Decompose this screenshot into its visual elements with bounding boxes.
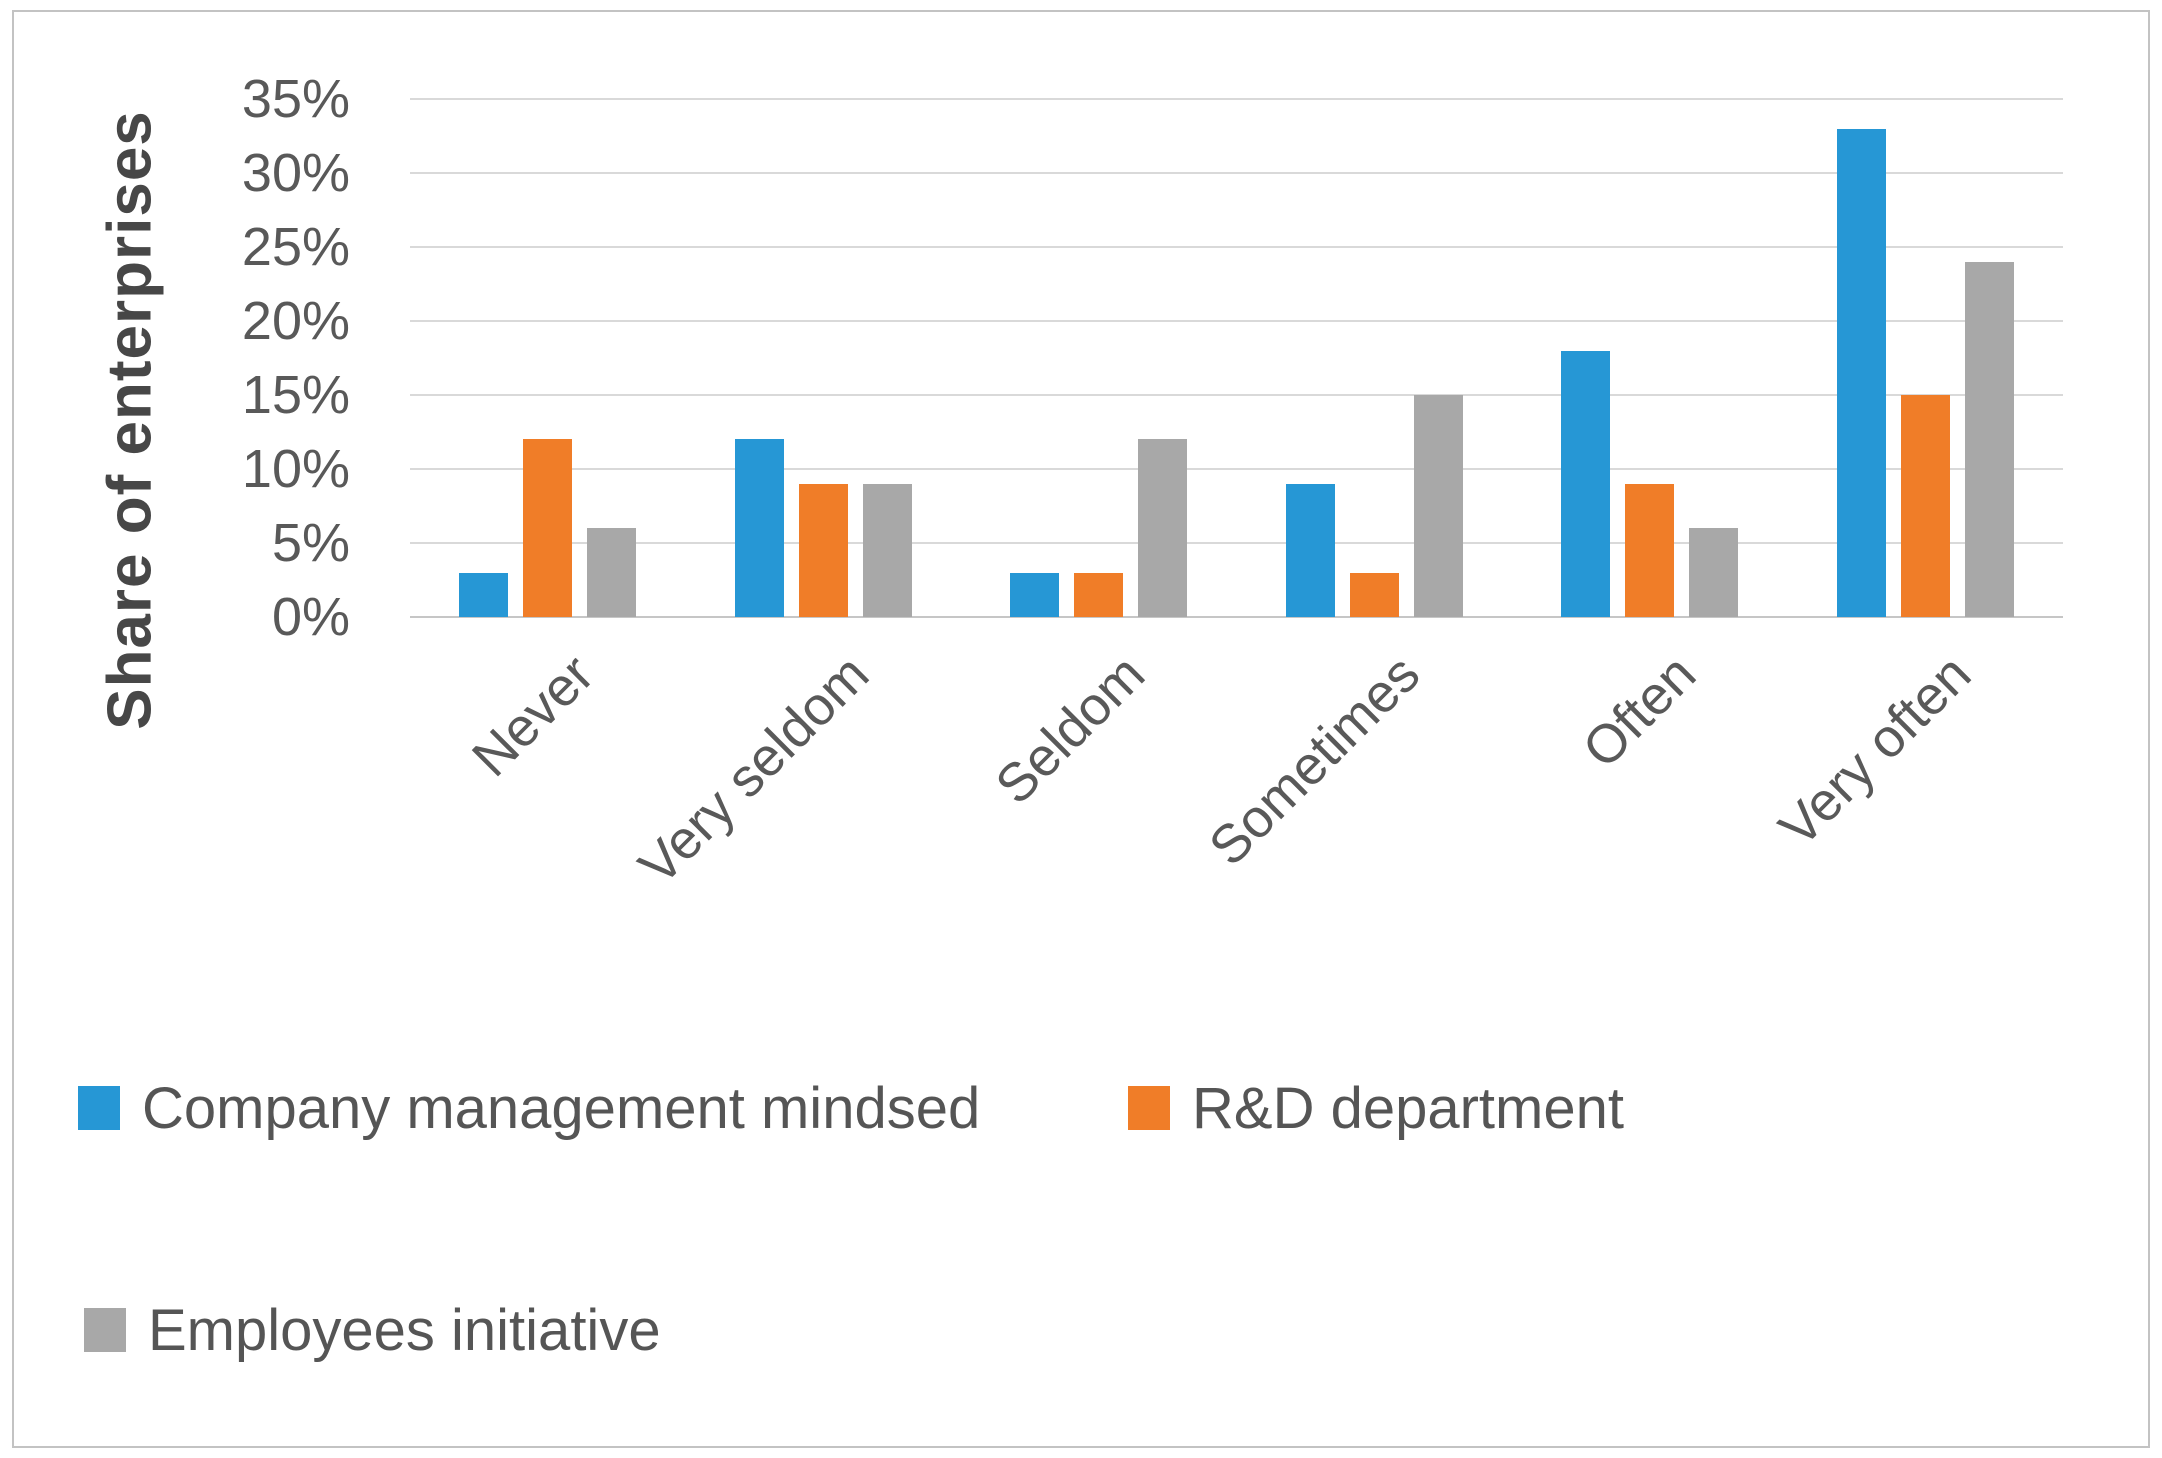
x-category-label: Very seldom xyxy=(627,643,881,897)
bar-very-often-series-2 xyxy=(1964,261,2014,617)
y-tick-label: 20% xyxy=(241,291,350,351)
legend-swatch-icon xyxy=(78,1086,120,1130)
y-tick-label: 5% xyxy=(271,513,350,573)
y-tick-label: 10% xyxy=(241,439,350,499)
bar-never-series-1 xyxy=(523,439,573,617)
bar-never-series-2 xyxy=(587,528,637,617)
bar-seldom-series-1 xyxy=(1074,572,1124,617)
legend-label: R&D department xyxy=(1192,1075,1624,1141)
gridline-20 xyxy=(410,320,2063,322)
bar-never-series-0 xyxy=(459,572,509,617)
legend-item-0: Company management mindsed xyxy=(78,1068,980,1148)
x-category-label: Seldom xyxy=(983,643,1156,816)
x-category-label: Never xyxy=(460,643,605,788)
y-tick-label: 30% xyxy=(241,143,350,203)
bar-often-series-0 xyxy=(1561,350,1611,617)
gridline-5 xyxy=(410,542,2063,544)
bar-often-series-1 xyxy=(1625,483,1675,617)
x-category-label: Very often xyxy=(1768,643,1983,859)
y-tick-label: 0% xyxy=(271,587,350,647)
bar-seldom-series-2 xyxy=(1138,439,1188,617)
gridline-30 xyxy=(410,172,2063,174)
bar-very-often-series-1 xyxy=(1900,395,1950,617)
y-tick-label: 25% xyxy=(241,217,350,277)
bar-very-seldom-series-0 xyxy=(734,439,784,617)
x-category-label: Sometimes xyxy=(1197,643,1432,878)
x-axis-line xyxy=(410,616,2063,618)
gridline-25 xyxy=(410,246,2063,248)
bar-very-seldom-series-2 xyxy=(862,483,912,617)
bar-very-seldom-series-1 xyxy=(798,483,848,617)
y-tick-label: 15% xyxy=(241,365,350,425)
bar-seldom-series-0 xyxy=(1010,572,1060,617)
gridline-15 xyxy=(410,394,2063,396)
legend-swatch-icon xyxy=(1128,1086,1170,1130)
y-tick-label: 35% xyxy=(241,69,350,129)
legend-item-2: Employees initiative xyxy=(84,1290,661,1370)
legend-label: Employees initiative xyxy=(148,1297,661,1363)
bar-sometimes-series-1 xyxy=(1349,572,1399,617)
legend-item-1: R&D department xyxy=(1128,1068,1624,1148)
bar-sometimes-series-0 xyxy=(1285,483,1335,617)
plot-area xyxy=(410,98,2063,618)
gridline-10 xyxy=(410,468,2063,470)
bar-often-series-2 xyxy=(1689,528,1739,617)
x-category-label: Often xyxy=(1571,643,1707,780)
legend-swatch-icon xyxy=(84,1308,126,1352)
gridline-35 xyxy=(410,98,2063,100)
bar-sometimes-series-2 xyxy=(1413,395,1463,617)
bar-very-often-series-0 xyxy=(1836,128,1886,617)
legend-label: Company management mindsed xyxy=(142,1075,981,1141)
